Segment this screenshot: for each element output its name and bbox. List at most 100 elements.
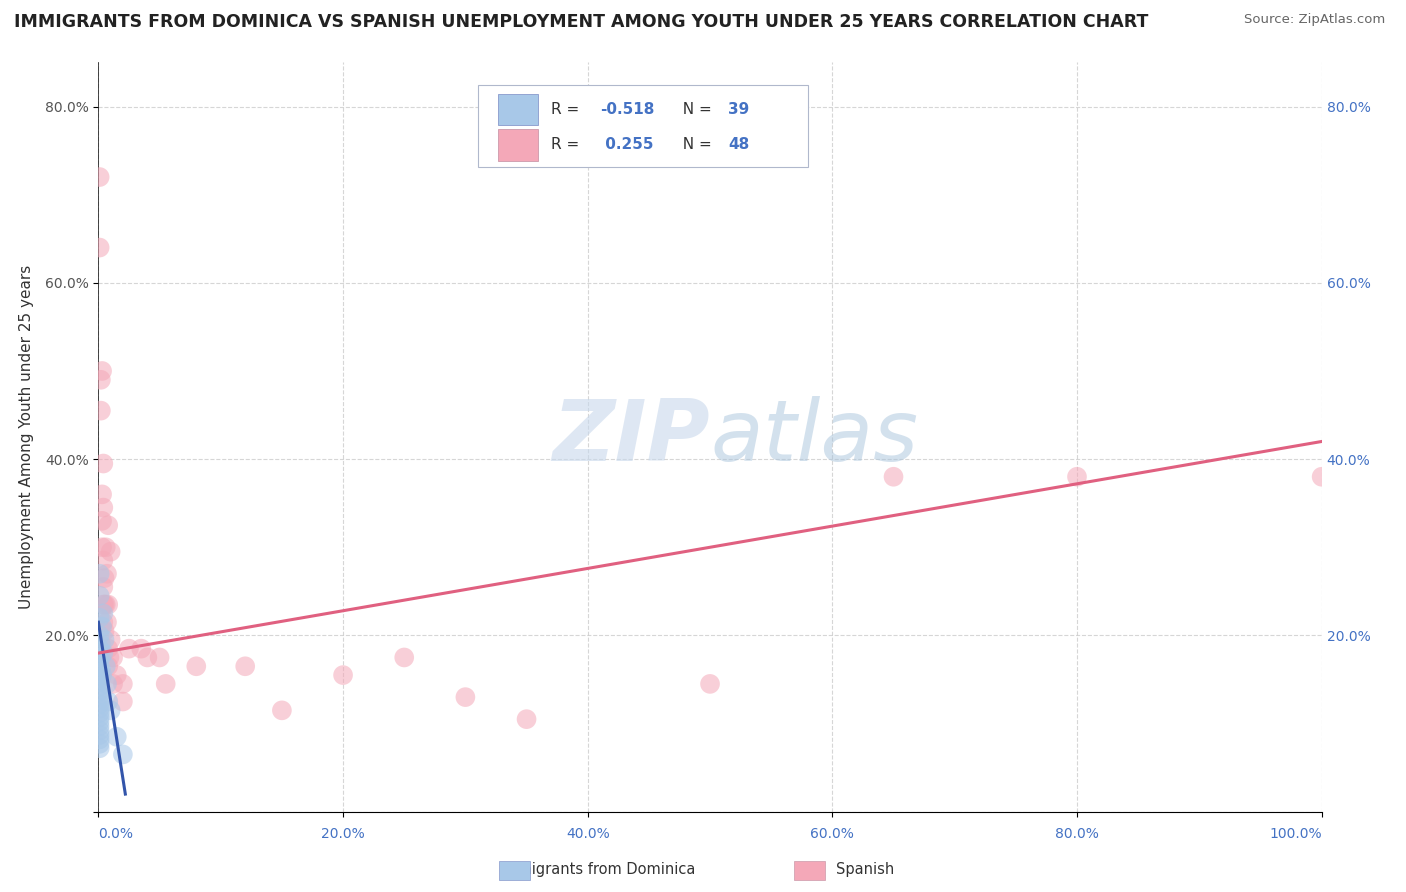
Point: [91, 619, 114, 633]
Point: [91, 668, 114, 682]
Text: Source: ZipAtlas.com: Source: ZipAtlas.com: [1244, 13, 1385, 27]
Text: Immigrants from Dominica: Immigrants from Dominica: [499, 863, 696, 877]
Point: [89, 641, 111, 656]
Text: N =: N =: [673, 103, 717, 117]
Point: [90, 650, 112, 665]
Point: [392, 650, 416, 665]
Text: Spanish: Spanish: [835, 863, 894, 877]
Point: [89, 728, 111, 742]
Point: [270, 703, 294, 717]
Text: IMMIGRANTS FROM DOMINICA VS SPANISH UNEMPLOYMENT AMONG YOUTH UNDER 25 YEARS CORR: IMMIGRANTS FROM DOMINICA VS SPANISH UNEM…: [14, 13, 1149, 31]
Point: [89, 665, 111, 680]
Text: R =: R =: [551, 137, 583, 153]
Point: [89, 710, 111, 724]
Point: [105, 730, 128, 744]
Text: 39: 39: [728, 103, 749, 117]
Point: [90, 637, 112, 651]
Point: [94, 659, 117, 673]
Point: [89, 719, 111, 733]
Point: [89, 697, 111, 711]
Point: [89, 706, 111, 720]
Point: [90, 662, 112, 676]
Text: R =: R =: [551, 103, 583, 117]
Point: [98, 650, 121, 665]
Point: [89, 692, 111, 706]
Point: [699, 677, 721, 691]
FancyBboxPatch shape: [478, 85, 808, 168]
Point: [93, 598, 115, 612]
Point: [97, 641, 120, 656]
Point: [883, 469, 905, 483]
FancyBboxPatch shape: [498, 94, 537, 126]
Point: [91, 541, 114, 555]
Point: [93, 571, 115, 585]
Point: [89, 741, 111, 756]
Text: atlas: atlas: [710, 395, 918, 479]
Point: [93, 632, 115, 647]
Point: [89, 689, 111, 703]
Point: [118, 641, 141, 656]
Point: [515, 712, 537, 726]
Point: [94, 541, 117, 555]
Point: [91, 457, 114, 471]
Point: [96, 566, 118, 581]
Point: [89, 714, 111, 729]
Point: [89, 732, 111, 747]
Point: [100, 703, 122, 717]
Point: [89, 659, 111, 673]
Point: [89, 589, 111, 603]
Point: [91, 580, 114, 594]
Point: [89, 680, 111, 694]
Point: [96, 677, 118, 691]
Point: [91, 646, 114, 660]
Point: [454, 690, 477, 705]
Point: [1066, 469, 1088, 483]
Point: [136, 650, 159, 665]
Point: [91, 598, 114, 612]
Point: [97, 518, 120, 533]
Point: [1310, 469, 1333, 483]
Point: [111, 694, 134, 708]
Point: [155, 677, 177, 691]
Point: [89, 566, 111, 581]
Point: [91, 607, 114, 621]
Point: [91, 615, 114, 630]
Point: [100, 544, 122, 558]
FancyBboxPatch shape: [498, 129, 537, 161]
Point: [101, 677, 124, 691]
Point: [93, 624, 115, 638]
Point: [96, 615, 118, 630]
Point: [89, 684, 111, 698]
Point: [91, 364, 114, 378]
Point: [89, 169, 111, 184]
Point: [186, 659, 208, 673]
Point: [105, 668, 128, 682]
Point: [97, 598, 120, 612]
Point: [111, 747, 134, 762]
Point: [129, 641, 152, 656]
Y-axis label: Unemployment Among Youth under 25 years: Unemployment Among Youth under 25 years: [18, 265, 34, 609]
Point: [90, 373, 112, 387]
Point: [89, 737, 111, 751]
Text: -0.518: -0.518: [600, 103, 654, 117]
Point: [89, 675, 111, 690]
Point: [94, 598, 117, 612]
Point: [91, 553, 114, 567]
Point: [89, 241, 111, 255]
Point: [97, 659, 120, 673]
Point: [101, 650, 124, 665]
Text: 48: 48: [728, 137, 749, 153]
Text: ZIP: ZIP: [553, 395, 710, 479]
Point: [89, 701, 111, 715]
Point: [89, 628, 111, 642]
Point: [89, 671, 111, 685]
Point: [332, 668, 354, 682]
Point: [233, 659, 256, 673]
Text: 0.255: 0.255: [600, 137, 654, 153]
Point: [91, 500, 114, 515]
Point: [89, 611, 111, 625]
Point: [89, 650, 111, 665]
Point: [91, 514, 114, 528]
Point: [90, 403, 112, 417]
Point: [111, 677, 134, 691]
